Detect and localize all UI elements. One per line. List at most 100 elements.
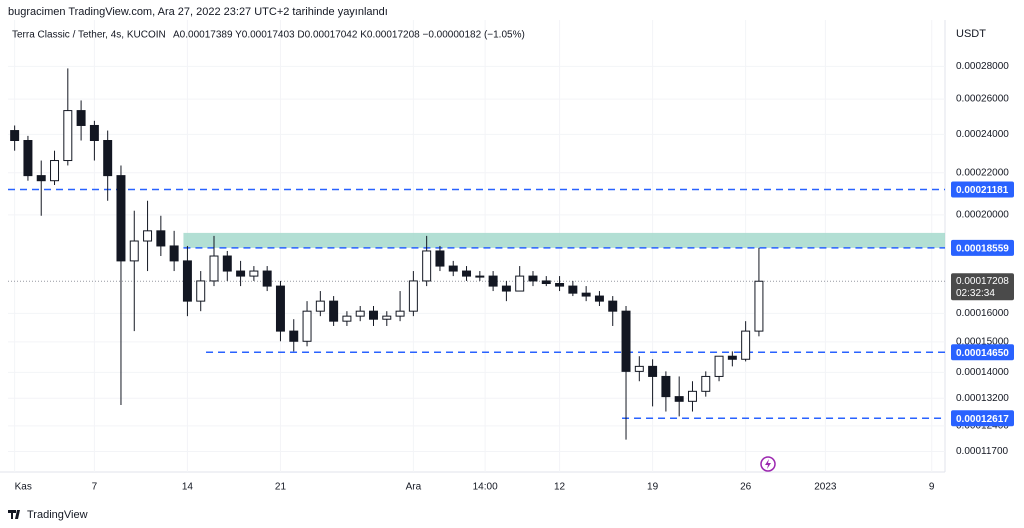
candle-body — [116, 175, 126, 262]
candle-body — [568, 285, 578, 294]
candle-body — [435, 250, 445, 267]
y-tick-label: 0.00011700 — [956, 446, 1009, 457]
candle-body — [488, 275, 498, 287]
candle-body — [262, 270, 272, 287]
header: bugracimen TradingView.com, Ara 27, 2022… — [8, 6, 388, 18]
candle-body — [648, 365, 658, 377]
candle-body — [541, 280, 551, 285]
candle-body — [621, 310, 631, 372]
candle-body — [369, 310, 378, 320]
ohlc-legend: A0.00017389 Y0.00017403 D0.00017042 K0.0… — [173, 30, 525, 41]
candle-body — [754, 280, 764, 332]
x-tick-label: Kas — [15, 482, 32, 493]
candle-body — [701, 375, 711, 392]
candle-body — [462, 270, 472, 277]
candle-body — [10, 130, 20, 142]
x-tick-label: Ara — [406, 482, 422, 493]
y-tick-label: 0.00015000 — [956, 337, 1009, 348]
levels-layer — [8, 188, 945, 419]
candle-body — [289, 330, 299, 342]
candle-body — [634, 365, 644, 372]
level-label: 0.00014650 — [956, 348, 1009, 359]
last-price-label: 0.00017208 — [956, 276, 1009, 287]
level-tag — [951, 344, 1014, 361]
brand: TradingView — [27, 509, 88, 521]
candle-body — [608, 300, 618, 312]
zone — [183, 232, 945, 248]
candle-body — [222, 255, 232, 272]
level-tag — [951, 239, 1014, 256]
x-tick-label: 2023 — [814, 482, 837, 493]
candle-body — [89, 124, 99, 142]
y-tick-label: 0.00014000 — [956, 367, 1009, 378]
x-tick-label: 26 — [740, 482, 752, 493]
candle-body — [103, 140, 113, 177]
candle-body — [687, 390, 697, 402]
candle-body — [355, 310, 365, 317]
x-tick-label: 14 — [182, 482, 194, 493]
y-tick-label: 0.00026000 — [956, 94, 1009, 105]
candle-body — [342, 315, 352, 322]
x-tick-label: 7 — [92, 482, 98, 493]
candle-body — [395, 310, 405, 317]
candle-body — [36, 175, 46, 182]
level-tag — [951, 181, 1014, 198]
brand-logo — [8, 510, 20, 519]
candle-body — [302, 310, 312, 342]
y-tick-label: 0.00016000 — [956, 308, 1009, 319]
candle-body — [382, 315, 392, 320]
level-label: 0.00021181 — [956, 185, 1009, 196]
event-icon[interactable] — [760, 456, 776, 472]
candle-body — [555, 283, 565, 287]
candle-body — [156, 230, 166, 247]
candle-body — [76, 110, 86, 126]
candle-body — [594, 295, 604, 302]
candle-body — [50, 160, 60, 182]
x-tick-label: 21 — [275, 482, 287, 493]
candles-layer — [10, 68, 764, 440]
candle-body — [741, 330, 751, 360]
level-label: 0.00018559 — [956, 244, 1009, 255]
candle-body — [528, 275, 538, 282]
candle-body — [63, 110, 73, 162]
candle-body — [169, 245, 179, 262]
labels-layer: Terra Classic / Tether, 4s, KUCOIN A0.000… — [12, 30, 1014, 493]
candle-body — [422, 250, 432, 282]
countdown: 02:32:34 — [956, 288, 995, 299]
y-tick-label: 0.00024000 — [956, 129, 1009, 140]
candle-body — [315, 300, 325, 312]
candle-body — [275, 285, 285, 332]
candle-body — [674, 396, 684, 402]
x-tick-label: 14:00 — [473, 482, 498, 493]
zone-layer — [183, 232, 945, 248]
candle-body — [143, 230, 153, 242]
level-tag — [951, 410, 1014, 427]
candle-body — [236, 270, 246, 277]
candle-body — [501, 285, 511, 292]
y-tick-label: 0.00020000 — [956, 210, 1009, 221]
y-tick-label: 0.00028000 — [956, 61, 1009, 72]
candle-body — [727, 355, 737, 360]
x-tick-label: 9 — [929, 482, 935, 493]
candle-body — [448, 265, 458, 272]
candle-body — [714, 355, 724, 377]
x-tick-label: 19 — [647, 482, 659, 493]
candle-body — [182, 260, 192, 302]
candle-body — [196, 280, 206, 302]
currency: USDT — [956, 28, 986, 40]
candle-body — [581, 292, 591, 297]
y-tick-label: 0.00013200 — [956, 393, 1009, 404]
last-price-tag — [951, 273, 1014, 301]
candle-body — [23, 140, 33, 177]
candle-body — [209, 255, 219, 282]
x-tick-label: 12 — [554, 482, 566, 493]
candle-body — [129, 240, 139, 262]
level-label: 0.00012617 — [956, 414, 1009, 425]
candle-body — [249, 270, 259, 277]
candle-body — [329, 300, 339, 322]
candle-body — [515, 275, 525, 292]
y-tick-label: 0.00022000 — [956, 167, 1009, 178]
candle-body — [475, 275, 485, 278]
